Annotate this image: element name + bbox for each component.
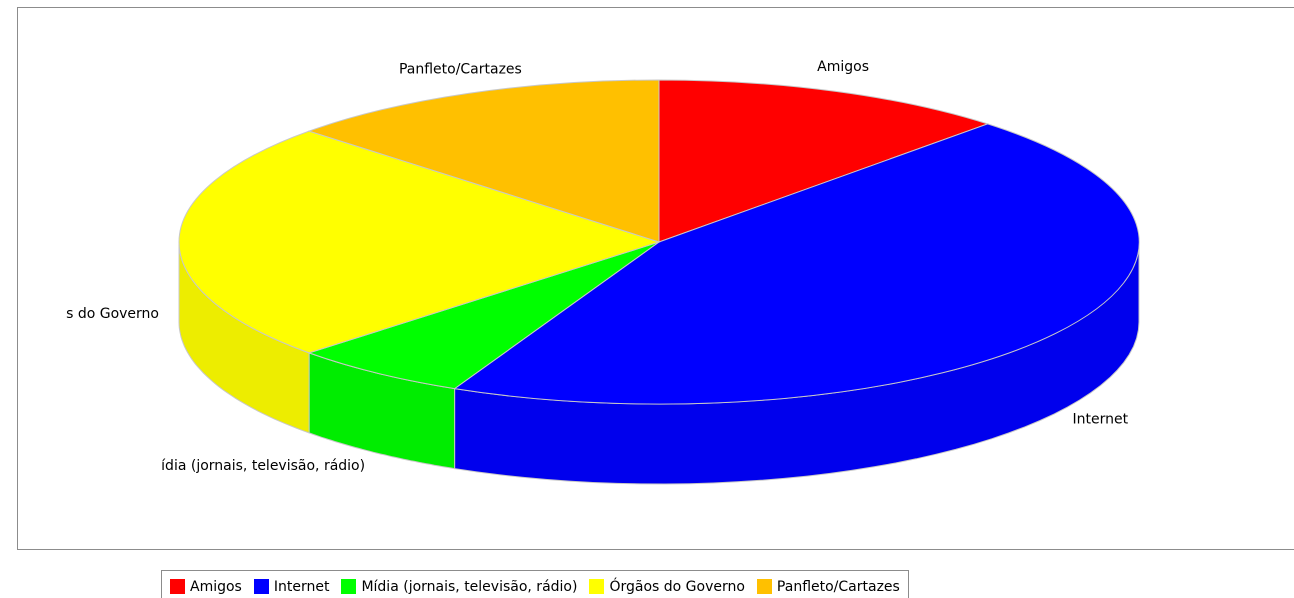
legend-label-amigos: Amigos	[190, 578, 242, 595]
chart-legend: Amigos Internet Mídia (jornais, televisã…	[161, 570, 909, 598]
slice-label-internet: Internet	[1073, 412, 1129, 428]
legend-item-amigos: Amigos	[170, 579, 242, 595]
legend-label-midia: Mídia (jornais, televisão, rádio)	[361, 578, 578, 595]
legend-swatch-orgaos-do-governo	[589, 579, 605, 594]
legend-item-midia: Mídia (jornais, televisão, rádio)	[341, 579, 577, 595]
pie-slice-amigos	[658, 79, 990, 243]
slice-label-panfleto-cartazes: Panfleto/Cartazes	[399, 62, 522, 78]
legend-label-orgaos-do-governo: Órgãos do Governo	[609, 578, 745, 595]
legend-item-panfleto-cartazes: Panfleto/Cartazes	[756, 578, 900, 595]
legend-label-panfleto-cartazes: Panfleto/Cartazes	[776, 578, 900, 595]
legend-label-internet: Internet	[273, 578, 330, 595]
chart-plot-area: Amigos Internet ídia (jornais, televisão, …	[17, 7, 1294, 550]
legend-swatch-midia	[341, 579, 357, 594]
pie-tops	[178, 79, 1140, 405]
pie-chart: Amigos Internet ídia (jornais, televisão, …	[66, 59, 1140, 485]
pie-slice-midia	[307, 241, 660, 390]
legend-item-internet: Internet	[253, 578, 330, 595]
legend-swatch-amigos	[170, 579, 185, 594]
legend-item-orgaos-do-governo: Órgãos do Governo	[589, 578, 745, 595]
pie-labels: Amigos Internet ídia (jornais, televisão, …	[66, 59, 1129, 474]
slice-label-orgaos-do-governo: s do Governo	[66, 306, 159, 322]
slice-label-midia: ídia (jornais, televisão, rádio)	[161, 458, 365, 474]
slice-label-amigos: Amigos	[817, 59, 869, 75]
legend-swatch-internet	[253, 579, 269, 594]
pie-slice-internet	[453, 123, 1140, 405]
pie-slice-orgaos-do-governo	[178, 130, 661, 354]
pie-slice-panfleto-cartazes	[307, 79, 660, 243]
pie-sides	[178, 241, 1140, 485]
legend-swatch-panfleto-cartazes	[756, 579, 772, 594]
